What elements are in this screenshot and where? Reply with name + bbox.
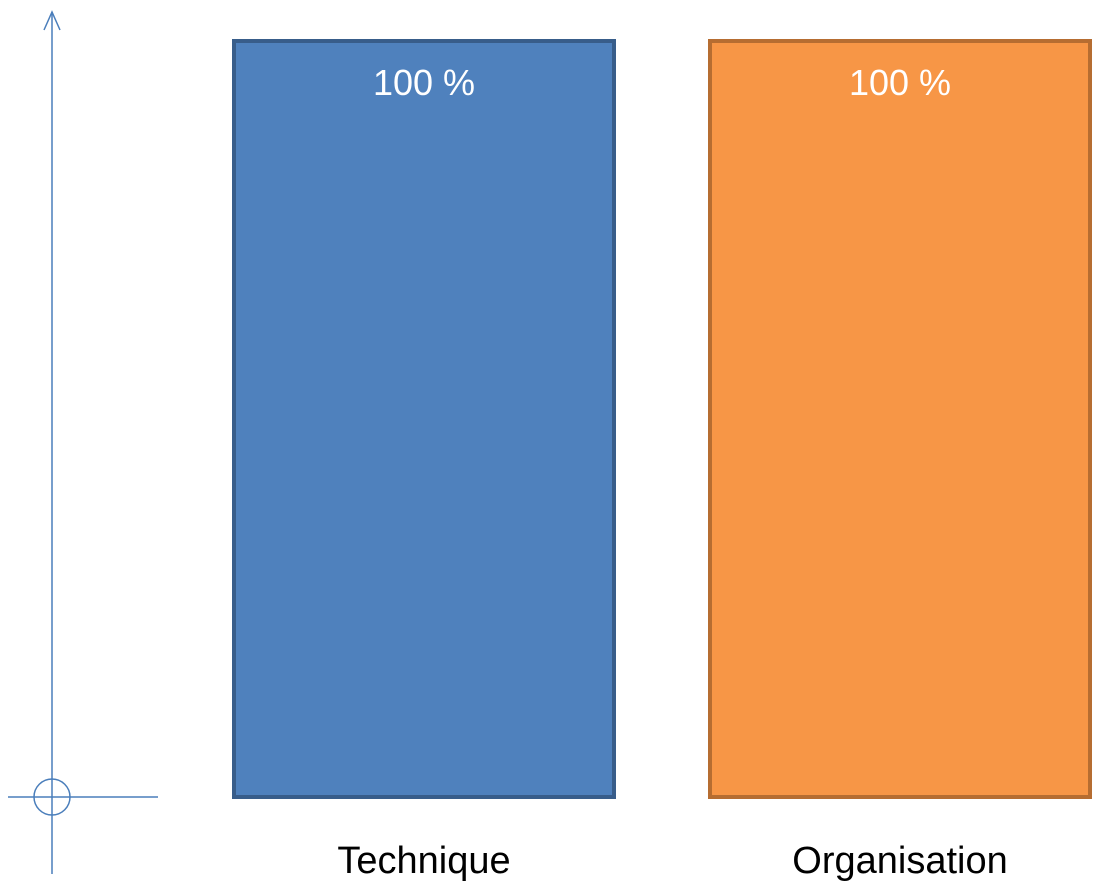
chart-axes [8,10,158,874]
y-axis-arrow-icon [43,10,61,31]
chart-bars [232,39,1092,799]
bar-technique [232,39,616,799]
data-label-organisation: 100 % [849,62,951,103]
chart-labels: 100 % Technique 100 % Organisation [337,62,1007,882]
category-label-organisation: Organisation [792,840,1007,882]
data-label-technique: 100 % [373,62,475,103]
origin-circle-icon [33,778,71,816]
bar-organisation [708,39,1092,799]
category-label-technique: Technique [337,840,510,882]
